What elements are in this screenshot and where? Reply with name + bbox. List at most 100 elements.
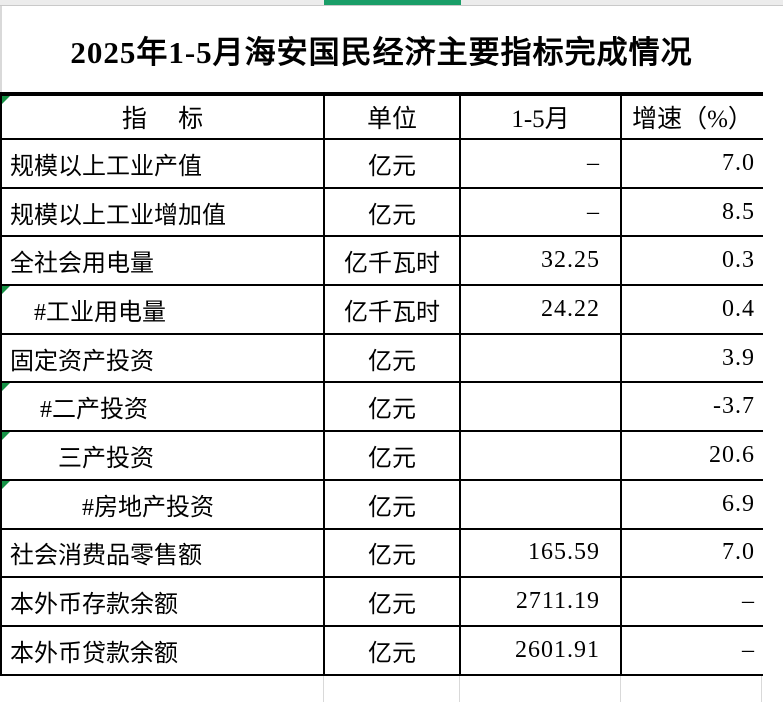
table-row: #工业用电量 亿千瓦时 24.22 0.4 (2, 286, 763, 335)
unit-label: 亿千瓦时 (344, 251, 440, 278)
value-cell[interactable]: 2711.19 (461, 578, 622, 625)
value-cell[interactable] (461, 334, 622, 382)
indicator-cell[interactable]: #二产投资 (2, 383, 325, 431)
value-cell[interactable] (461, 432, 622, 479)
growth-cell[interactable]: 0.4 (622, 286, 763, 333)
growth-cell[interactable]: – (622, 578, 763, 625)
unit-cell[interactable]: 亿元 (325, 140, 461, 187)
indicator-label: 本外币贷款余额 (10, 640, 178, 667)
indicator-cell[interactable]: 固定资产投资 (2, 334, 325, 382)
growth-cell[interactable]: 7.0 (622, 140, 763, 187)
growth-label: 0.4 (722, 295, 755, 322)
table-row: 三产投资 亿元 20.6 (2, 432, 763, 481)
unit-cell[interactable]: 亿元 (325, 432, 461, 479)
growth-label: – (742, 636, 755, 663)
gridline (761, 676, 762, 702)
growth-label: 3.9 (722, 344, 755, 371)
growth-cell[interactable]: 8.5 (622, 189, 763, 236)
indicator-cell[interactable]: 规模以上工业产值 (2, 140, 325, 187)
unit-label: 亿元 (368, 153, 416, 180)
value-cell[interactable]: 2601.91 (461, 626, 622, 674)
indicator-cell[interactable]: 本外币贷款余额 (2, 626, 325, 674)
empty-sheet-row (0, 676, 763, 702)
gridline (323, 676, 324, 702)
title-row: 2025年1-5月海安国民经济主要指标完成情况 (0, 6, 763, 92)
growth-label: 8.5 (722, 198, 755, 225)
value-cell[interactable]: 32.25 (461, 237, 622, 285)
growth-label: 20.6 (709, 441, 755, 468)
unit-cell[interactable]: 亿千瓦时 (325, 286, 461, 333)
unit-cell[interactable]: 亿元 (325, 626, 461, 674)
value-label: – (587, 198, 600, 225)
header-growth-cell[interactable]: 增速（%） (622, 96, 763, 138)
indicator-cell[interactable]: 规模以上工业增加值 (2, 188, 325, 236)
value-label: 2711.19 (515, 588, 600, 615)
growth-cell[interactable]: 3.9 (622, 335, 763, 382)
unit-label: 亿千瓦时 (344, 299, 440, 326)
table-row: 全社会用电量 亿千瓦时 32.25 0.3 (2, 237, 763, 287)
header-indicator-label: 指 标 (121, 106, 204, 133)
table-row: 规模以上工业产值 亿元 – 7.0 (2, 140, 763, 189)
table-header-row: 指 标 单位 1-5月 增速（%） (2, 96, 763, 140)
unit-label: 亿元 (368, 445, 416, 472)
unit-cell[interactable]: 亿元 (325, 188, 461, 236)
value-cell[interactable]: – (461, 140, 622, 187)
indicator-label: #二产投资 (10, 397, 148, 424)
growth-label: 7.0 (722, 149, 755, 176)
growth-cell[interactable]: 20.6 (622, 432, 763, 479)
header-unit-cell[interactable]: 单位 (325, 96, 461, 138)
page-title[interactable]: 2025年1-5月海安国民经济主要指标完成情况 (70, 34, 693, 70)
growth-cell[interactable]: 6.9 (622, 481, 763, 528)
value-cell[interactable]: 165.59 (461, 529, 622, 577)
growth-cell[interactable]: 7.0 (622, 530, 763, 577)
indicator-label: 三产投资 (10, 445, 154, 472)
indicator-cell[interactable]: #工业用电量 (2, 286, 325, 333)
unit-cell[interactable]: 亿元 (325, 480, 461, 528)
indicator-cell[interactable]: 全社会用电量 (2, 237, 325, 285)
unit-cell[interactable]: 亿元 (325, 529, 461, 577)
header-period-cell[interactable]: 1-5月 (461, 96, 622, 138)
error-indicator-triangle (2, 480, 10, 489)
indicator-cell[interactable]: 三产投资 (2, 432, 325, 479)
growth-cell[interactable]: 0.3 (622, 237, 763, 284)
indicator-label: 规模以上工业产值 (10, 153, 202, 180)
unit-cell[interactable]: 亿元 (325, 383, 461, 431)
table-row: 本外币贷款余额 亿元 2601.91 – (2, 626, 763, 676)
unit-cell[interactable]: 亿千瓦时 (325, 237, 461, 285)
gridline (620, 676, 621, 702)
value-cell[interactable] (461, 480, 622, 528)
unit-label: 亿元 (368, 543, 416, 570)
value-cell[interactable] (461, 383, 622, 431)
value-label: 165.59 (528, 539, 600, 566)
value-label: 2601.91 (515, 636, 600, 663)
unit-label: 亿元 (368, 592, 416, 619)
indicator-cell[interactable]: 本外币存款余额 (2, 578, 325, 625)
indicators-table: 指 标 单位 1-5月 增速（%） 规模以上工业产值 亿元 – 7.0 规模以上… (0, 92, 763, 676)
indicator-cell[interactable]: #房地产投资 (2, 480, 325, 528)
unit-cell[interactable]: 亿元 (325, 578, 461, 625)
table-row: 固定资产投资 亿元 3.9 (2, 334, 763, 384)
table-row: #二产投资 亿元 -3.7 (2, 383, 763, 433)
header-indicator-cell[interactable]: 指 标 (2, 96, 325, 138)
unit-cell[interactable]: 亿元 (325, 334, 461, 382)
indicator-label: 社会消费品零售额 (10, 543, 202, 570)
growth-cell[interactable]: -3.7 (622, 383, 763, 430)
table-row: #房地产投资 亿元 6.9 (2, 480, 763, 530)
value-cell[interactable]: – (461, 188, 622, 236)
growth-cell[interactable]: – (622, 627, 763, 674)
growth-label: 0.3 (722, 247, 755, 274)
header-period-label: 1-5月 (511, 106, 570, 133)
indicator-label: 规模以上工业增加值 (10, 202, 226, 229)
value-label: 32.25 (541, 247, 600, 274)
value-cell[interactable]: 24.22 (461, 286, 622, 333)
error-indicator-triangle (2, 383, 10, 392)
table-row: 本外币存款余额 亿元 2711.19 – (2, 578, 763, 627)
window-top-strip (0, 0, 783, 6)
unit-label: 亿元 (368, 397, 416, 424)
growth-label: 6.9 (722, 490, 755, 517)
table-row: 社会消费品零售额 亿元 165.59 7.0 (2, 529, 763, 579)
error-indicator-triangle (2, 286, 10, 295)
indicator-cell[interactable]: 社会消费品零售额 (2, 529, 325, 577)
growth-label: -3.7 (713, 393, 755, 420)
value-label: 24.22 (541, 295, 600, 322)
